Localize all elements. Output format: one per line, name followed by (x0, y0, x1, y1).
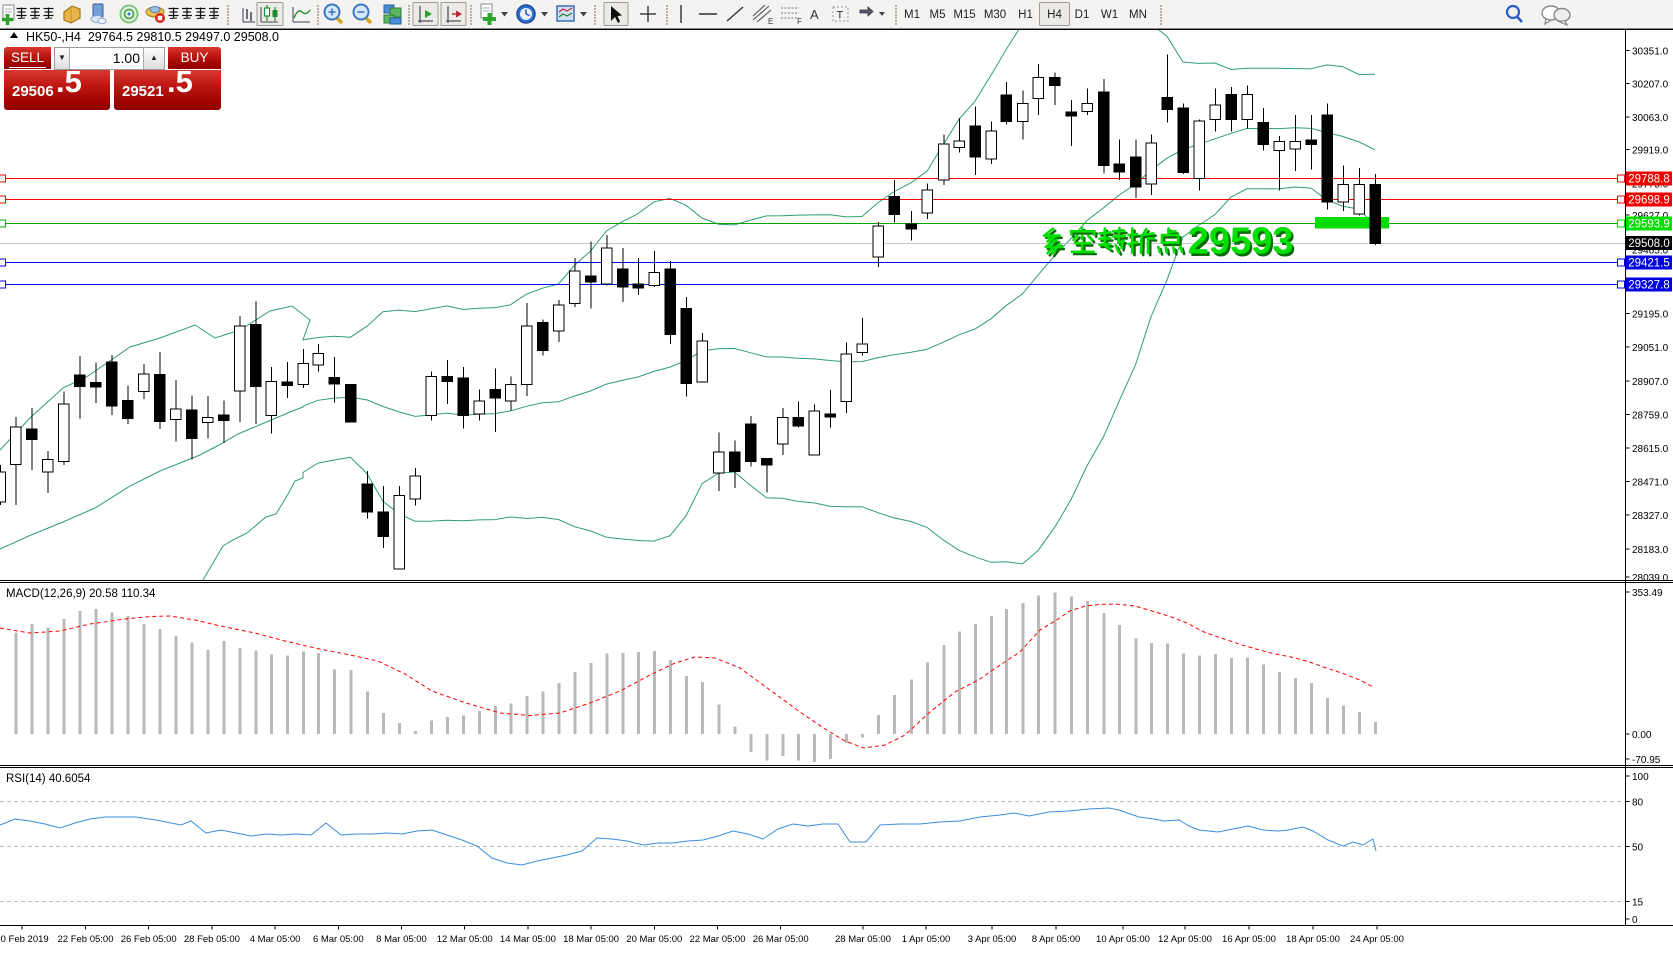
svg-text:10 Apr 05:00: 10 Apr 05:00 (1096, 934, 1150, 945)
svg-text:28759.0: 28759.0 (1632, 410, 1669, 421)
svg-text:28907.0: 28907.0 (1632, 377, 1669, 388)
svg-text:H1: H1 (1018, 9, 1033, 21)
svg-text:22 Feb 05:00: 22 Feb 05:00 (58, 934, 114, 945)
svg-text:28183.0: 28183.0 (1632, 545, 1669, 556)
svg-text:28 Mar 05:00: 28 Mar 05:00 (835, 934, 891, 945)
svg-text:28471.0: 28471.0 (1632, 478, 1669, 489)
svg-text:15: 15 (1632, 898, 1644, 909)
svg-text:100: 100 (1632, 772, 1649, 783)
svg-text:22 Mar 05:00: 22 Mar 05:00 (690, 934, 746, 945)
svg-text:M15: M15 (953, 9, 975, 21)
svg-text:-70.95: -70.95 (1632, 755, 1661, 766)
svg-text:0: 0 (1632, 915, 1638, 926)
svg-text:20 Feb 2019: 20 Feb 2019 (0, 934, 49, 945)
svg-text:A: A (810, 7, 819, 22)
svg-text:M1: M1 (904, 9, 920, 21)
svg-text:MN: MN (1129, 9, 1147, 21)
svg-text:18 Mar 05:00: 18 Mar 05:00 (563, 934, 619, 945)
svg-text:30351.0: 30351.0 (1632, 47, 1669, 58)
svg-text:80: 80 (1632, 798, 1644, 809)
svg-text:353.49: 353.49 (1632, 588, 1663, 599)
svg-text:29327.8: 29327.8 (1628, 280, 1670, 292)
svg-text:29593: 29593 (1190, 223, 1296, 265)
svg-text:28615.0: 28615.0 (1632, 444, 1669, 455)
svg-text:D1: D1 (1075, 9, 1090, 21)
svg-text:M5: M5 (930, 9, 946, 21)
svg-text:12 Mar 05:00: 12 Mar 05:00 (437, 934, 493, 945)
svg-text:50: 50 (1632, 843, 1644, 854)
svg-text:8 Mar 05:00: 8 Mar 05:00 (376, 934, 427, 945)
svg-text:RSI(14) 40.6054: RSI(14) 40.6054 (6, 773, 91, 785)
svg-text:24 Apr 05:00: 24 Apr 05:00 (1350, 934, 1404, 945)
svg-text:28327.0: 28327.0 (1632, 511, 1669, 522)
svg-text:HK50-,H4 29764.5 29810.5 2949: HK50-,H4 29764.5 29810.5 29497.0 29508.0 (26, 30, 279, 44)
svg-text:3 Apr 05:00: 3 Apr 05:00 (968, 934, 1017, 945)
svg-text:14 Mar 05:00: 14 Mar 05:00 (500, 934, 556, 945)
svg-text:28 Feb 05:00: 28 Feb 05:00 (184, 934, 240, 945)
svg-text:26 Mar 05:00: 26 Mar 05:00 (753, 934, 809, 945)
svg-text:29593: 29593 (1188, 221, 1294, 263)
svg-text:29195.0: 29195.0 (1632, 310, 1669, 321)
svg-text:6 Mar 05:00: 6 Mar 05:00 (313, 934, 364, 945)
svg-text:12 Apr 05:00: 12 Apr 05:00 (1158, 934, 1212, 945)
svg-text:29421.5: 29421.5 (1628, 258, 1670, 270)
svg-text:28039.0: 28039.0 (1632, 573, 1669, 584)
svg-text:26 Feb 05:00: 26 Feb 05:00 (121, 934, 177, 945)
svg-text:20 Mar 05:00: 20 Mar 05:00 (626, 934, 682, 945)
svg-text:30207.0: 30207.0 (1632, 80, 1669, 91)
svg-text:29593.9: 29593.9 (1628, 219, 1670, 231)
svg-text:29698.9: 29698.9 (1628, 195, 1670, 207)
svg-text:29465.0: 29465.0 (1632, 246, 1669, 257)
svg-text:30063.0: 30063.0 (1632, 113, 1669, 124)
svg-text:MACD(12,26,9) 20.58 110.34: MACD(12,26,9) 20.58 110.34 (6, 588, 156, 600)
svg-text:29508.0: 29508.0 (1628, 238, 1670, 250)
svg-text:0.00: 0.00 (1632, 730, 1652, 741)
svg-text:8 Apr 05:00: 8 Apr 05:00 (1032, 934, 1081, 945)
svg-text:1 Apr 05:00: 1 Apr 05:00 (902, 934, 951, 945)
svg-text:29051.0: 29051.0 (1632, 343, 1669, 354)
svg-text:4 Mar 05:00: 4 Mar 05:00 (250, 934, 301, 945)
svg-text:M30: M30 (984, 9, 1006, 21)
svg-text:18 Apr 05:00: 18 Apr 05:00 (1286, 934, 1340, 945)
svg-text:29919.0: 29919.0 (1632, 146, 1669, 157)
svg-text:F: F (797, 17, 802, 26)
svg-text:H4: H4 (1047, 9, 1062, 21)
svg-text:16 Apr 05:00: 16 Apr 05:00 (1222, 934, 1276, 945)
svg-text:W1: W1 (1101, 9, 1118, 21)
svg-text:29788.8: 29788.8 (1628, 174, 1670, 186)
svg-text:E: E (768, 17, 773, 26)
svg-text:T: T (837, 10, 844, 22)
